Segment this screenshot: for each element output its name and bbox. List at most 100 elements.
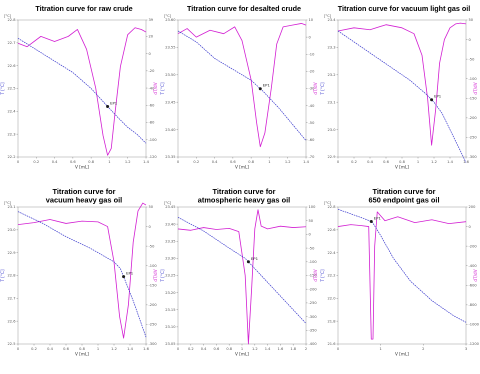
y-right-tick-label: -400 [309, 342, 318, 346]
y-left-tick-label: 23.45 [165, 100, 175, 104]
x-tick-label: 1.4 [143, 160, 149, 164]
chart-title: Titration curve for [212, 187, 275, 196]
endpoint-label: EP1 [374, 215, 382, 220]
y-right-tick-label: -60 [149, 104, 156, 108]
y-left-tick-label: 22.2 [7, 155, 15, 159]
chart-title: Titration curve for desalted crude [187, 4, 301, 13]
x-tick-label: 0.8 [248, 160, 254, 164]
y-right-tick-label: -250 [149, 323, 158, 327]
y-left-tick-label: 23.05 [165, 342, 175, 346]
x-tick-label: 3 [465, 347, 467, 351]
x-tick-label: 0 [177, 160, 180, 164]
y-right-tick-label: -250 [309, 301, 318, 305]
chart-title: Titration curve for [52, 187, 115, 196]
y-right-axis-label: dT/dV [313, 82, 318, 94]
x-axis-label: V [mL] [75, 352, 89, 357]
x-tick-label: 1.2 [125, 160, 131, 164]
y-right-tick-label: -80 [149, 121, 156, 125]
y-right-tick-label: -20 [149, 69, 156, 73]
titration-chart: Titration curve for raw crude 0 0.2 0.4 0.6 0… [0, 4, 158, 170]
y-left-tick-label: 23.1 [327, 100, 335, 104]
y-right-tick-label: 0 [309, 233, 312, 237]
y-left-tick-label: 23.4 [327, 18, 336, 22]
y-right-tick-label: -150 [149, 283, 158, 287]
x-axis-label: V [mL] [235, 165, 249, 170]
endpoint-marker [430, 98, 434, 102]
y-left-tick-label: 23.0 [7, 228, 16, 232]
y-left-tick-label: 23.0 [327, 128, 336, 132]
y-right-tick-label: -50 [309, 246, 316, 250]
y-left-tick-label: 23.35 [165, 239, 175, 243]
y-right-tick-label: -400 [469, 264, 478, 268]
y-right-tick-label: -30 [309, 87, 316, 91]
y-left-tick-label: 23.40 [165, 128, 176, 132]
endpoint-label: EP1 [434, 94, 442, 99]
y-left-tick-label: 23.1 [7, 205, 15, 209]
y-right-tick-label: 0 [149, 225, 152, 229]
y-left-tick-label: 22.6 [327, 228, 336, 232]
titration-chart-panel: Titration curve for desalted crude 0 0.2 0.… [160, 0, 320, 187]
y-unit-marker: [°C] [324, 14, 332, 18]
x-tick-label: 0 [337, 347, 340, 351]
y-left-tick-label: 21.8 [327, 319, 336, 323]
y-right-tick-label: 50 [469, 18, 474, 22]
y-right-tick-label: -200 [469, 244, 478, 248]
y-left-axis-label: T [°C] [320, 82, 325, 96]
x-tick-label: 1.6 [463, 160, 469, 164]
endpoint-label: EP1 [251, 256, 259, 261]
plot-frame [337, 206, 467, 345]
y-right-tick-label: 0 [469, 225, 472, 229]
y-left-tick-label: 22.7 [7, 41, 15, 45]
endpoint-label: EP1 [126, 271, 134, 276]
y-left-tick-label: 22.5 [7, 342, 15, 346]
derivative-series-line [177, 23, 307, 148]
endpoint-marker [106, 104, 110, 108]
y-left-tick-label: 22.2 [327, 274, 335, 278]
chart-title: Titration curve for raw crude [35, 4, 132, 13]
x-axis-label: V [mL] [395, 352, 409, 357]
x-axis-label: V [mL] [395, 165, 409, 170]
x-tick-label: 1 [97, 347, 99, 351]
y-right-tick-label: -50 [469, 57, 476, 61]
y-right-axis-label: dT/dV [313, 269, 318, 281]
chart-title: atmospheric heavy gas oil [198, 196, 290, 205]
y-right-tick-label: 100 [309, 205, 317, 209]
y-left-tick-label: 23.2 [327, 73, 335, 77]
y-unit-marker: [°C] [164, 14, 172, 18]
y-right-tick-label: 20 [149, 35, 154, 39]
y-right-tick-label: -200 [149, 303, 158, 307]
derivative-series-line [17, 27, 147, 156]
y-right-tick-label: -300 [469, 155, 478, 159]
x-tick-label: 0.6 [230, 160, 236, 164]
y-left-tick-label: 23.3 [327, 46, 335, 50]
y-left-tick-label: 23.25 [165, 274, 175, 278]
x-tick-label: 1.6 [278, 347, 284, 351]
y-right-tick-label: -300 [149, 342, 158, 346]
y-left-tick-label: 23.40 [165, 222, 176, 226]
y-right-tick-label: -70 [309, 155, 316, 159]
y-right-axis-label: dT/dV [473, 269, 478, 281]
y-right-tick-label: -60 [309, 138, 316, 142]
x-tick-label: 1.8 [290, 347, 296, 351]
y-left-tick-label: 23.55 [165, 46, 175, 50]
endpoint-marker [246, 260, 250, 264]
chart-title: Titration curve for vacuum light gas oil [338, 4, 470, 13]
y-right-tick-label: -100 [469, 77, 478, 81]
y-right-tick-label: -200 [469, 116, 478, 120]
titration-chart: Titration curve for vacuum light gas oil… [320, 4, 478, 170]
y-unit-marker: [°C] [4, 14, 12, 18]
x-tick-label: 1.2 [111, 347, 117, 351]
y-right-tick-label: 10 [309, 18, 314, 22]
temperature-series-line [177, 216, 307, 324]
x-tick-label: 1 [241, 347, 243, 351]
x-tick-label: 2 [305, 347, 307, 351]
x-tick-label: 0.4 [47, 347, 53, 351]
y-left-tick-label: 22.4 [327, 251, 336, 255]
y-left-axis-label: T [°C] [160, 82, 165, 96]
temperature-series-line [17, 37, 147, 144]
y-right-axis-label: dT/dV [473, 82, 478, 94]
y-left-tick-label: 23.35 [165, 155, 175, 159]
y-unit-marker: [°C] [4, 201, 12, 205]
